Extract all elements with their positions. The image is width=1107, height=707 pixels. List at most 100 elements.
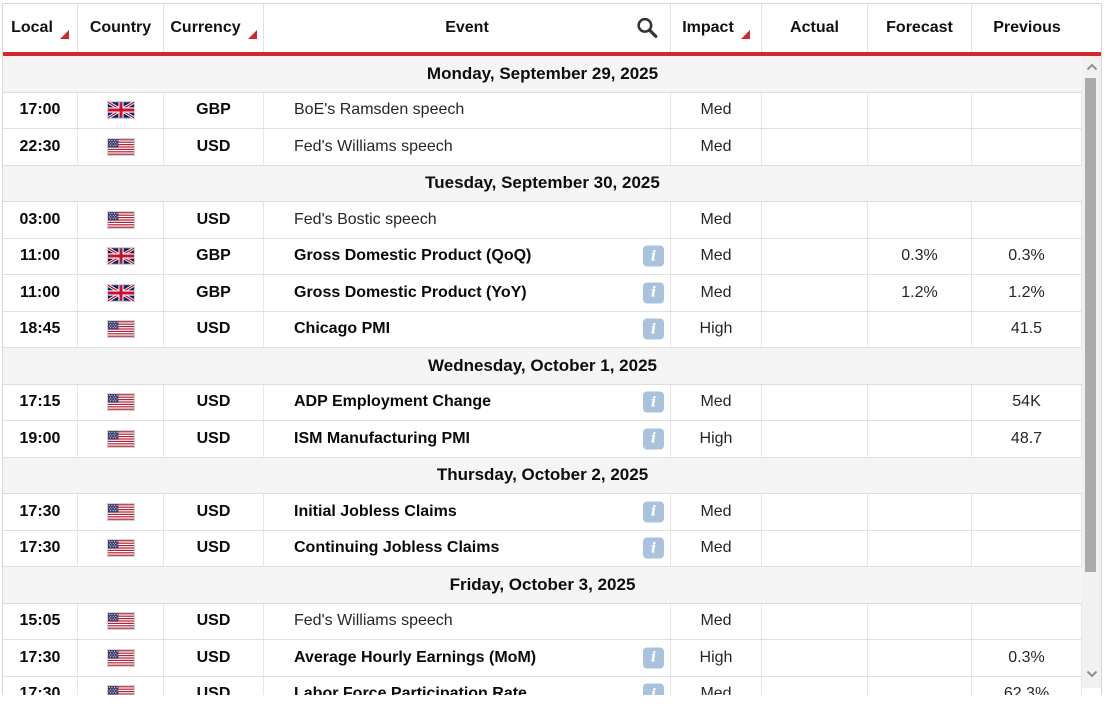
country-cell [78,421,164,457]
impact-cell: Med [671,238,762,274]
country-flag-slot [107,138,134,155]
calendar-body: Monday, September 29, 2025 17:00 GBP BoE… [3,56,1082,695]
country-cell [78,640,164,676]
country-cell [78,311,164,347]
event-row[interactable]: 22:30 USD Fed's Williams speech Med [3,129,1082,166]
scroll-down-button[interactable] [1082,666,1101,682]
previous-cell: 48.7 [972,421,1082,457]
event-row[interactable]: 19:00 USD ISM Manufacturing PMI i High 4… [3,421,1082,458]
day-header: Monday, September 29, 2025 [3,56,1082,93]
column-header-currency[interactable]: Currency [164,4,264,52]
impact-cell: Med [671,494,762,530]
previous-cell: 0.3% [972,640,1082,676]
info-icon[interactable]: i [643,245,664,267]
event-row[interactable]: 17:30 USD Continuing Jobless Claims i Me… [3,530,1082,567]
time-cell: 22:30 [3,129,78,165]
column-header-previous: Previous [972,4,1101,52]
event-cell: Average Hourly Earnings (MoM) i [264,640,671,676]
previous-cell: 0.3% [972,238,1082,274]
event-row[interactable]: 11:00 GBP Gross Domestic Product (YoY) i… [3,275,1082,312]
day-header: Tuesday, September 30, 2025 [3,165,1082,202]
impact-cell: Med [671,275,762,311]
scrollbar[interactable] [1082,56,1101,688]
us-flag-icon [107,430,134,447]
currency-cell: USD [164,603,264,639]
event-row[interactable]: 17:15 USD ADP Employment Change i Med 54… [3,384,1082,421]
day-header: Wednesday, October 1, 2025 [3,348,1082,385]
impact-cell: Med [671,603,762,639]
us-flag-icon [107,321,134,338]
sort-triangle-icon [59,29,69,39]
info-icon[interactable]: i [643,501,664,523]
column-label: Actual [790,19,839,36]
search-button[interactable] [635,16,660,41]
info-icon[interactable]: i [643,428,664,450]
event-label: Continuing Jobless Claims [294,539,500,557]
actual-cell [762,92,868,128]
event-row[interactable]: 11:00 GBP Gross Domestic Product (QoQ) i… [3,238,1082,275]
column-header-country: Country [78,4,164,52]
currency-cell: USD [164,384,264,420]
event-cell: ADP Employment Change i [264,384,671,420]
time-cell: 18:45 [3,311,78,347]
actual-cell [762,676,868,695]
currency-cell: USD [164,640,264,676]
forecast-cell [868,676,972,695]
country-flag-slot [107,102,134,119]
column-label: Previous [993,19,1061,36]
previous-cell: 41.5 [972,311,1082,347]
column-header-impact[interactable]: Impact [671,4,762,52]
event-cell: Fed's Williams speech [264,603,671,639]
country-flag-slot [107,430,134,447]
event-cell: Initial Jobless Claims i [264,494,671,530]
previous-cell: 62.3% [972,676,1082,695]
event-cell: ISM Manufacturing PMI i [264,421,671,457]
info-icon[interactable]: i [643,647,664,669]
country-cell [78,384,164,420]
impact-cell: High [671,311,762,347]
event-label: BoE's Ramsden speech [294,101,465,119]
actual-cell [762,421,868,457]
event-row[interactable]: 17:30 USD Labor Force Participation Rate… [3,676,1082,695]
info-icon[interactable]: i [643,318,664,340]
event-row[interactable]: 03:00 USD Fed's Bostic speech Med [3,202,1082,239]
impact-cell: Med [671,202,762,238]
calendar-scroll-area: Monday, September 29, 2025 17:00 GBP BoE… [3,56,1101,695]
event-label: Fed's Williams speech [294,612,453,630]
event-label: Labor Force Participation Rate [294,685,527,695]
info-icon[interactable]: i [643,282,664,304]
info-icon[interactable]: i [643,537,664,559]
info-icon[interactable]: i [643,683,664,695]
previous-cell: 54K [972,384,1082,420]
event-cell: Fed's Bostic speech [264,202,671,238]
info-icon[interactable]: i [643,391,664,413]
scrollbar-thumb[interactable] [1085,78,1096,572]
country-flag-slot [107,211,134,228]
column-header-local[interactable]: Local [3,4,78,52]
event-row[interactable]: 17:30 USD Initial Jobless Claims i Med [3,494,1082,531]
currency-cell: USD [164,421,264,457]
country-flag-slot [107,540,134,557]
event-cell: Chicago PMI i [264,311,671,347]
table-header: Local Country Currency Event Impact Actu… [3,4,1101,56]
impact-cell: Med [671,129,762,165]
column-label: Country [89,19,152,36]
previous-cell [972,92,1082,128]
actual-cell [762,384,868,420]
us-flag-icon [107,138,134,155]
event-row[interactable]: 17:30 USD Average Hourly Earnings (MoM) … [3,640,1082,677]
impact-cell: Med [671,92,762,128]
country-cell [78,494,164,530]
time-cell: 17:15 [3,384,78,420]
country-flag-slot [107,321,134,338]
event-label: Chicago PMI [294,320,391,338]
event-row[interactable]: 15:05 USD Fed's Williams speech Med [3,603,1082,640]
scroll-up-button[interactable] [1082,59,1101,75]
actual-cell [762,494,868,530]
event-row[interactable]: 17:00 GBP BoE's Ramsden speech Med [3,92,1082,129]
impact-cell: Med [671,676,762,695]
event-row[interactable]: 18:45 USD Chicago PMI i High 41.5 [3,311,1082,348]
previous-cell [972,202,1082,238]
event-label: Fed's Williams speech [294,137,453,155]
event-cell: Gross Domestic Product (QoQ) i [264,238,671,274]
